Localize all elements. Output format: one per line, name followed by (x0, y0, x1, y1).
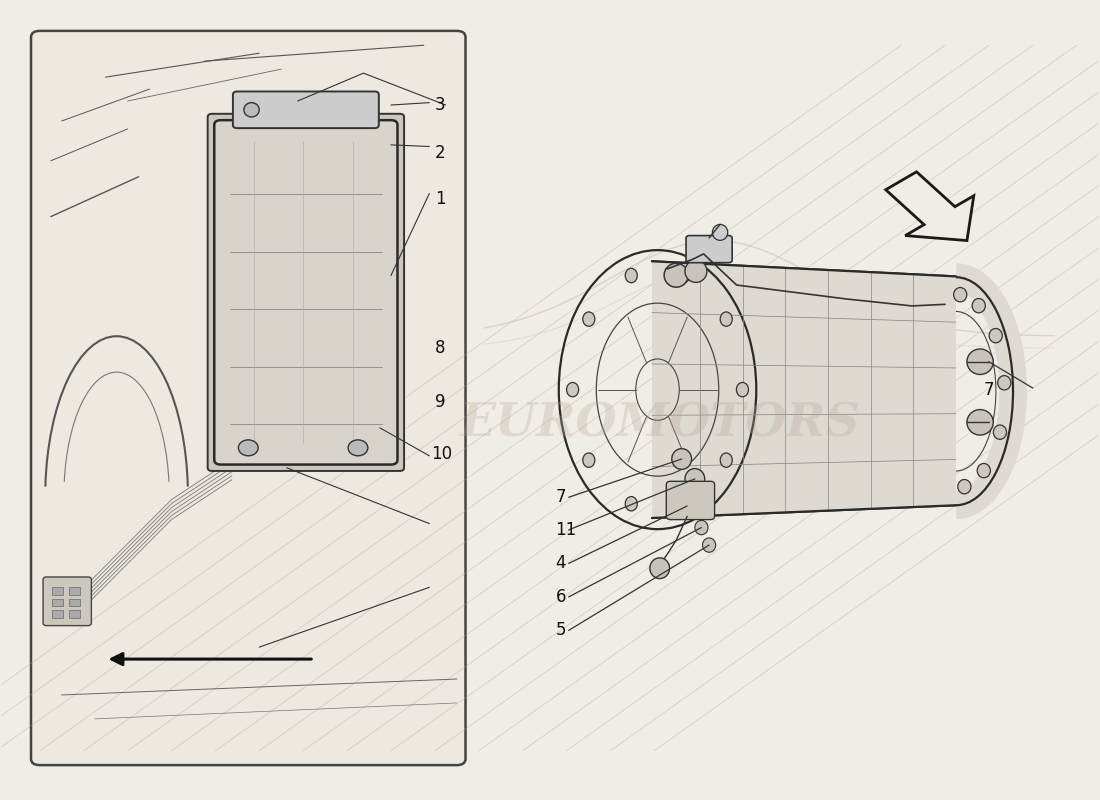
FancyBboxPatch shape (667, 482, 715, 519)
Ellipse shape (720, 312, 733, 326)
Bar (52, 587, 63, 595)
Ellipse shape (977, 463, 990, 478)
Bar (69, 610, 80, 618)
Ellipse shape (650, 558, 670, 578)
Ellipse shape (736, 382, 748, 397)
Ellipse shape (972, 298, 986, 313)
Ellipse shape (625, 268, 637, 282)
FancyBboxPatch shape (686, 235, 733, 262)
Ellipse shape (672, 449, 692, 470)
Ellipse shape (954, 287, 967, 302)
Text: 5: 5 (556, 622, 566, 639)
Ellipse shape (685, 469, 705, 490)
Text: 8: 8 (434, 339, 446, 357)
Text: 6: 6 (556, 588, 566, 606)
Ellipse shape (998, 376, 1011, 390)
Ellipse shape (720, 453, 733, 467)
Text: 7: 7 (983, 382, 994, 399)
Ellipse shape (989, 329, 1002, 343)
Ellipse shape (239, 440, 258, 456)
FancyBboxPatch shape (43, 577, 91, 626)
Text: EUROMOTORS: EUROMOTORS (460, 401, 860, 447)
Text: 3: 3 (434, 96, 446, 114)
Ellipse shape (678, 497, 690, 511)
Ellipse shape (566, 382, 579, 397)
Ellipse shape (967, 349, 993, 374)
Text: 10: 10 (431, 446, 452, 463)
Ellipse shape (348, 440, 367, 456)
Text: 2: 2 (434, 144, 446, 162)
Text: 4: 4 (556, 554, 566, 573)
Ellipse shape (664, 263, 689, 287)
Polygon shape (886, 172, 974, 241)
Ellipse shape (993, 425, 1007, 439)
Ellipse shape (695, 520, 708, 534)
Ellipse shape (583, 453, 595, 467)
Bar (69, 587, 80, 595)
Ellipse shape (713, 225, 728, 240)
FancyBboxPatch shape (208, 114, 404, 471)
Bar (69, 598, 80, 606)
Text: 7: 7 (556, 488, 566, 506)
Bar (52, 610, 63, 618)
Bar (52, 598, 63, 606)
Ellipse shape (625, 497, 637, 511)
FancyBboxPatch shape (233, 91, 378, 128)
Text: 11: 11 (556, 521, 576, 539)
Ellipse shape (678, 268, 690, 282)
Ellipse shape (685, 260, 707, 282)
FancyBboxPatch shape (214, 120, 397, 465)
Ellipse shape (583, 312, 595, 326)
Text: 1: 1 (434, 190, 446, 208)
Ellipse shape (958, 479, 971, 494)
Ellipse shape (703, 538, 716, 552)
Ellipse shape (967, 410, 993, 435)
Ellipse shape (244, 102, 260, 117)
Polygon shape (652, 262, 956, 518)
Text: 9: 9 (434, 393, 446, 410)
FancyBboxPatch shape (31, 31, 465, 765)
